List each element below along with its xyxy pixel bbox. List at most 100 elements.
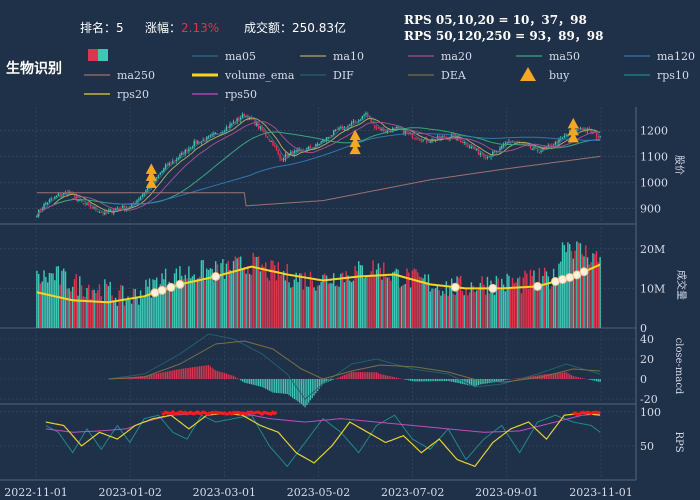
volume-bar [141, 298, 144, 328]
candle-body [408, 132, 410, 134]
candle-body [263, 129, 265, 132]
legend-label-ma05: ma05 [225, 50, 256, 63]
candle-body [223, 131, 226, 133]
candle-body [227, 126, 229, 128]
volume-bar [518, 276, 521, 328]
volume-bar [307, 286, 310, 328]
volume-bar [481, 276, 483, 328]
legend-label-ma50: ma50 [549, 50, 580, 63]
rps50-line [45, 412, 601, 433]
candle-body [130, 203, 133, 207]
volume-bar [370, 271, 372, 328]
volume-bar [583, 256, 585, 328]
candle-body [561, 137, 564, 139]
volume-bar [331, 283, 333, 328]
volume-bar [71, 286, 74, 328]
volume-bar [91, 290, 94, 328]
candle-body [433, 138, 435, 141]
volume-bar [157, 293, 160, 328]
volume-bar [349, 280, 351, 328]
candle-body [252, 118, 254, 120]
volume-bar [586, 257, 589, 328]
candle-body [191, 147, 194, 149]
x-tick-label: 2023-09-01 [475, 486, 538, 499]
candle-body [370, 118, 372, 123]
candle-body [123, 205, 126, 210]
volume-bar [243, 267, 246, 328]
candle-body [565, 135, 567, 137]
volume-bar [213, 281, 215, 328]
volume-tick-label: 0 [640, 322, 647, 335]
volume-bar [343, 282, 346, 328]
volume-bar [400, 286, 403, 328]
volume-bar [59, 284, 61, 328]
volume-bar [297, 282, 299, 328]
candle-body [417, 138, 419, 140]
candle-body [247, 115, 249, 120]
volume-bar [579, 243, 582, 328]
volume-bar [556, 283, 558, 328]
volume-bar [359, 265, 362, 328]
candle-body [197, 141, 199, 144]
candle-body [442, 136, 444, 138]
x-tick-label: 2022-11-01 [4, 486, 67, 499]
price-axis-label: 股价 [673, 155, 685, 175]
candle-body [186, 149, 188, 152]
dea-line [108, 340, 601, 383]
candle-body [202, 139, 204, 141]
candle-body [266, 135, 269, 139]
volume-bar [254, 256, 256, 328]
candle-body [307, 146, 310, 149]
volume-bar [118, 290, 120, 328]
ma20-line [36, 120, 601, 217]
volume-bar [420, 277, 423, 328]
candle-body [157, 174, 160, 178]
candle-body [136, 200, 138, 204]
candle-body [418, 139, 421, 141]
candle-body [290, 151, 292, 154]
candle-body [145, 190, 147, 193]
volume-bar [130, 303, 133, 328]
candle-body [450, 134, 453, 137]
candle-body [535, 147, 537, 149]
candle-body [172, 161, 174, 164]
volume-bar [438, 290, 440, 328]
volume-bar [96, 290, 99, 328]
candle-body [207, 136, 210, 138]
candle-body [189, 148, 192, 150]
volume-bar [261, 264, 263, 328]
volume-bar [374, 274, 376, 328]
volume-tick-label: 20M [640, 243, 665, 256]
price-tick-label: 900 [640, 202, 661, 215]
volume-bar [418, 276, 421, 328]
candle-body [54, 196, 56, 199]
volume-bar [417, 272, 419, 328]
candle-body [340, 127, 342, 129]
volume-bar [547, 276, 549, 328]
candle-body [368, 116, 371, 119]
volume-bar [36, 270, 38, 328]
legend [84, 49, 650, 95]
macd-tick-label: 20 [640, 353, 654, 366]
candle-body [501, 145, 503, 149]
volume-bar [198, 276, 201, 328]
candle-body [459, 140, 462, 143]
volume-bar [397, 269, 399, 328]
legend-label-rps20: rps20 [117, 88, 149, 101]
volume-bar [409, 287, 412, 328]
candle-body [581, 128, 583, 130]
volume-bar [506, 273, 508, 328]
candle-body [354, 120, 356, 123]
candle-body [300, 148, 303, 150]
candle-body [540, 150, 542, 152]
candle-body [95, 207, 97, 211]
volume-bar [540, 283, 542, 328]
volume-bar [104, 279, 106, 328]
price-tick-label: 1200 [640, 124, 668, 137]
candle-body [556, 141, 558, 144]
volume-bar [535, 284, 537, 328]
volume-bar [456, 276, 458, 328]
volume-bar [567, 242, 569, 328]
volume-bar [207, 269, 210, 328]
